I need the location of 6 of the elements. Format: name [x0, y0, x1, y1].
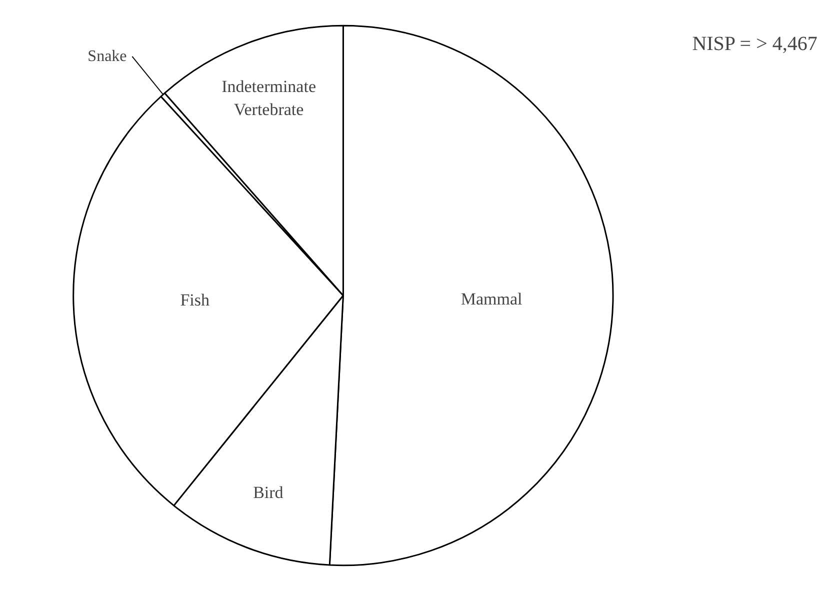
slice-label: Bird — [253, 483, 284, 502]
slice-label: Snake — [88, 48, 127, 65]
slice-label: Mammal — [460, 290, 523, 309]
slice-label: Indeterminate Vertebrate — [222, 77, 316, 119]
text: NISP = > 4,467 — [692, 32, 818, 55]
slice-label: Fish — [180, 290, 210, 310]
